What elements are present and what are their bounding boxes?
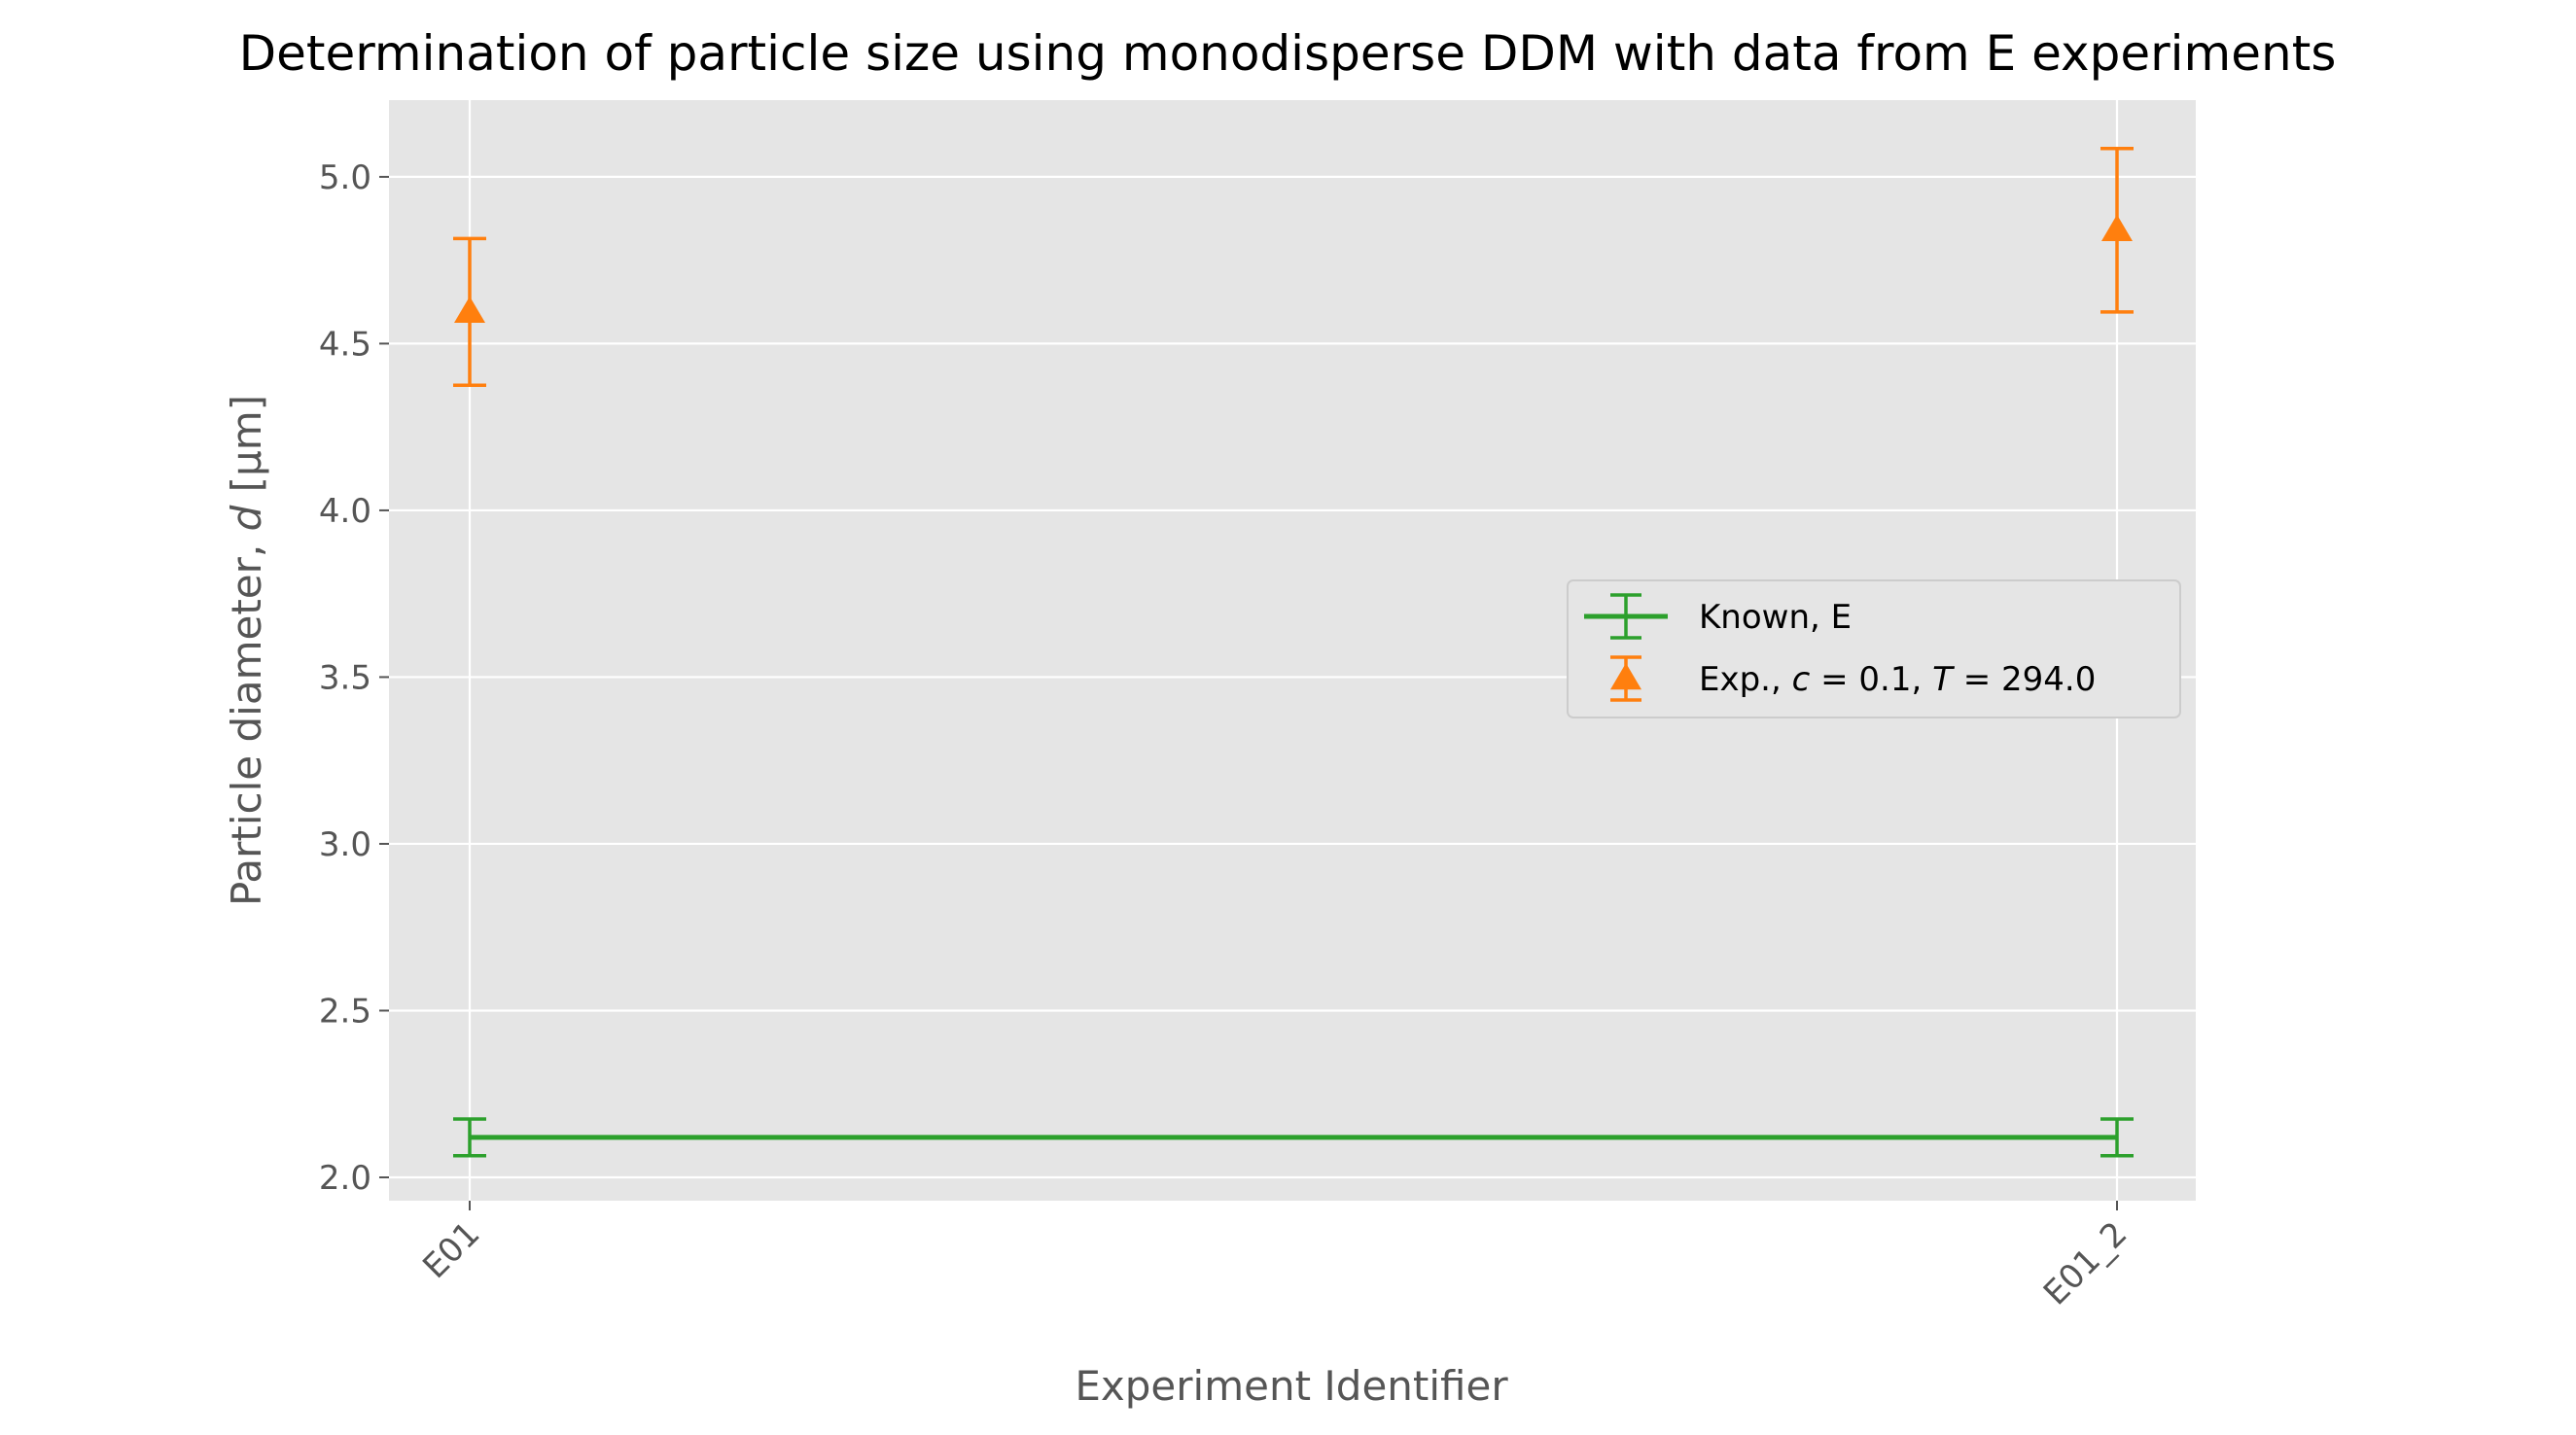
legend-label: Exp., c = 0.1, T = 294.0 [1699, 660, 2096, 699]
y-axis-ticks: 2.0 2.5 3.0 3.5 4.0 4.5 5.0 [319, 158, 389, 1198]
series-0 [453, 1117, 2134, 1158]
legend-marker-triangle [1610, 663, 1641, 690]
y-tick-label: 3.0 [319, 825, 371, 864]
legend-label-part: Exp., [1699, 660, 1792, 699]
series-1 [453, 146, 2134, 388]
legend-label-part: = 0.1, [1810, 660, 1932, 699]
y-tick-label: 3.5 [319, 658, 371, 697]
x-axis-ticks: E01 E01_2 [415, 1201, 2135, 1312]
y-axis-label-prefix: Particle diameter, [223, 531, 270, 906]
legend-label-part: Known, E [1699, 598, 1852, 637]
y-tick-label: 5.0 [319, 158, 371, 197]
legend-label-part: = 294.0 [1953, 660, 2096, 699]
data-point-triangle [2101, 214, 2133, 241]
x-axis-label: Experiment Identifier [1075, 1362, 1508, 1410]
y-tick-label: 4.0 [319, 492, 371, 531]
legend-entry: Known, E [1584, 593, 1852, 640]
series-layer [453, 146, 2134, 1158]
legend-box [1567, 579, 2181, 718]
legend-label: Known, E [1699, 598, 1852, 637]
y-axis-label: Particle diameter, d [μm] [223, 395, 270, 906]
y-axis-label-var: d [223, 505, 270, 531]
x-tick-label: E01 [415, 1214, 487, 1286]
data-point-triangle [454, 296, 485, 324]
legend-label-part: T [1932, 660, 1955, 699]
legend-entry: Exp., c = 0.1, T = 294.0 [1610, 655, 2096, 702]
legend: Known, E Exp., c = 0.1, T = 294.0 [1567, 579, 2181, 718]
chart-title: Determination of particle size using mon… [239, 25, 2337, 82]
y-axis-label-suffix: [μm] [223, 395, 270, 506]
y-tick-label: 4.5 [319, 325, 371, 364]
y-tick-label: 2.0 [319, 1159, 371, 1198]
x-tick-label: E01_2 [2036, 1214, 2135, 1312]
y-tick-label: 2.5 [319, 992, 371, 1031]
legend-label-part: c [1792, 660, 1811, 699]
